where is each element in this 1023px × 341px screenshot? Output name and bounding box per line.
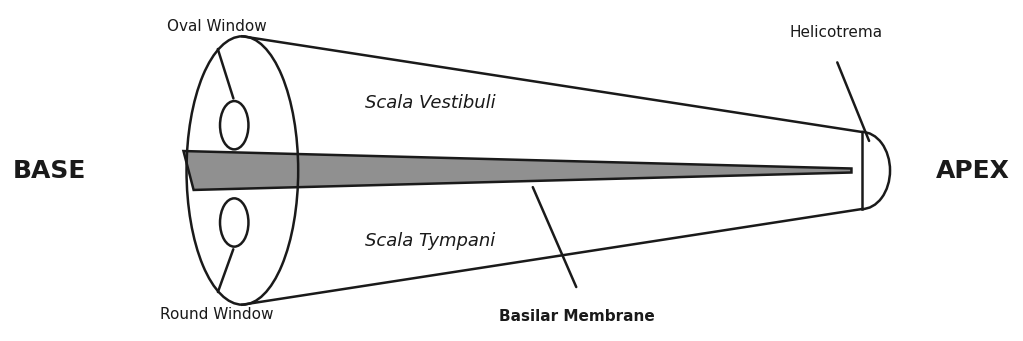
Text: Helicotrema: Helicotrema xyxy=(790,26,883,41)
Text: BASE: BASE xyxy=(12,159,86,182)
Text: Scala Tympani: Scala Tympani xyxy=(365,232,495,250)
Text: Oval Window: Oval Window xyxy=(167,19,267,34)
Ellipse shape xyxy=(186,36,298,305)
Text: Scala Vestibuli: Scala Vestibuli xyxy=(365,94,495,113)
Text: Basilar Membrane: Basilar Membrane xyxy=(499,309,656,324)
Text: APEX: APEX xyxy=(936,159,1011,182)
Polygon shape xyxy=(183,151,851,190)
Polygon shape xyxy=(242,36,861,305)
Text: Round Window: Round Window xyxy=(161,307,274,322)
